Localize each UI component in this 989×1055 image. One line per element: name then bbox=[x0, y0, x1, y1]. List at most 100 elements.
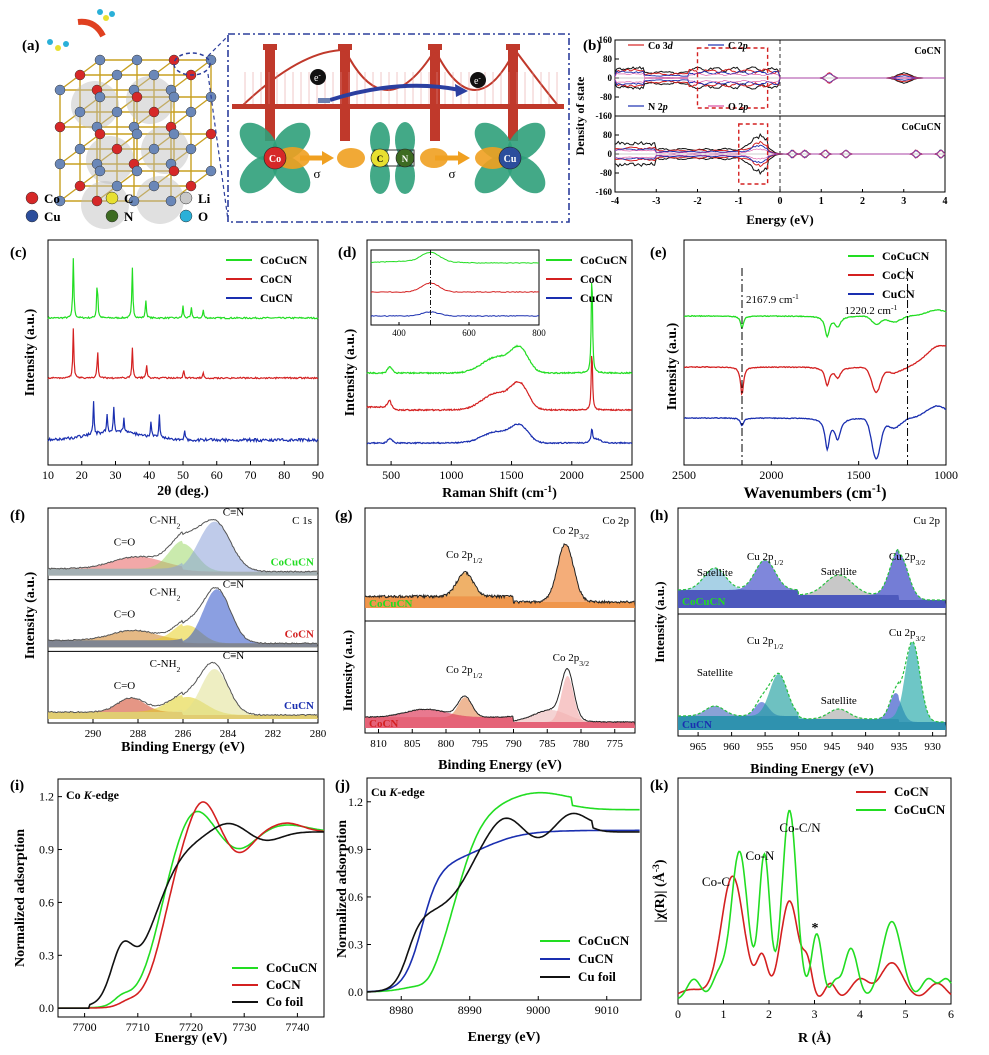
y-tick-label: 80 bbox=[603, 54, 613, 64]
x-tick-label: 1500 bbox=[847, 468, 871, 482]
y-axis-label: Normalized adsorption bbox=[335, 820, 350, 958]
bridge-tower bbox=[340, 46, 350, 141]
co-atom bbox=[131, 91, 143, 103]
x-tick-label: 7720 bbox=[179, 1020, 203, 1034]
bridge-cable bbox=[239, 47, 561, 109]
x-tick-label: 8980 bbox=[389, 1003, 413, 1017]
x-tick-label: -3 bbox=[652, 196, 660, 207]
inset-tick-label: 800 bbox=[532, 328, 546, 338]
cu-atom bbox=[94, 54, 106, 66]
fit-component bbox=[365, 676, 635, 728]
panel-label: (e) bbox=[650, 245, 667, 261]
cu-atom bbox=[54, 158, 66, 170]
molecule-atom bbox=[97, 9, 103, 15]
legend-label: CuCN bbox=[882, 287, 915, 301]
xanes-series bbox=[58, 822, 324, 1009]
highlight-box bbox=[738, 123, 769, 185]
cu-atom bbox=[111, 69, 123, 81]
x-tick-label: 945 bbox=[824, 741, 841, 753]
bridge-tower bbox=[508, 46, 518, 141]
bridge-tower-cap bbox=[263, 44, 277, 50]
bridge-tower-cap bbox=[506, 44, 520, 50]
x-tick-label: 70 bbox=[245, 468, 257, 482]
y-tick-label: -80 bbox=[600, 92, 612, 102]
x-axis-label: Energy (eV) bbox=[155, 1031, 228, 1046]
y-tick-label: 0.3 bbox=[39, 948, 54, 962]
electron-arrow bbox=[329, 83, 461, 102]
electron-icon bbox=[310, 69, 326, 85]
x-tick-label: 60 bbox=[211, 468, 223, 482]
bridge-tower bbox=[265, 46, 275, 141]
xanes-series bbox=[366, 829, 640, 993]
envelope-line bbox=[364, 543, 635, 605]
peak-label: Cu 2p1/2 bbox=[747, 635, 784, 651]
peak-annotation: * bbox=[812, 921, 819, 936]
y-tick-label: 0.6 bbox=[348, 890, 363, 904]
fit-component bbox=[48, 669, 318, 719]
x-tick-label: 7700 bbox=[73, 1020, 97, 1034]
panel-e: 2500 2000 1500 1000 2167.9 cm-1 1220.2 cm-1 Co… bbox=[665, 239, 958, 502]
panel-f: 290 288 286 284 282 280 CoCuCN C=O C-NH2 C≡N CoCN C… bbox=[23, 507, 327, 755]
sigma-arrow-head-icon bbox=[458, 151, 470, 165]
x-tick-label: 8990 bbox=[458, 1003, 482, 1017]
lobe-shape bbox=[395, 122, 415, 158]
envelope-line bbox=[47, 518, 317, 573]
bridge-tower-cap bbox=[338, 44, 352, 50]
x-axis-label: Energy (eV) bbox=[468, 1030, 541, 1045]
incoming-arrow-icon bbox=[77, 18, 106, 38]
legend-label: Co bbox=[44, 191, 60, 206]
legend-label: Cu bbox=[44, 209, 61, 224]
peak-label: Satellite bbox=[697, 667, 733, 679]
panel-label: (b) bbox=[583, 38, 601, 54]
y-axis-label: Intensity (a.u.) bbox=[23, 571, 38, 659]
sigma-arrow-head-icon bbox=[322, 151, 334, 165]
peak-label: C=O bbox=[114, 680, 136, 692]
legend-label: CoCuCN bbox=[580, 253, 628, 267]
electron-arrow-head-icon bbox=[455, 84, 468, 97]
y-axis-label: Intensity (a.u.) bbox=[665, 322, 680, 410]
plot-frame bbox=[366, 239, 633, 466]
cu-atom bbox=[131, 165, 143, 177]
subplot-title: Co K-edge bbox=[66, 788, 120, 802]
plot-frame bbox=[47, 507, 319, 724]
x-tick-label: 935 bbox=[891, 741, 908, 753]
x-tick-label: 7740 bbox=[285, 1020, 309, 1034]
x-tick-label: 2500 bbox=[672, 468, 696, 482]
envelope-line bbox=[678, 548, 946, 601]
x-tick-label: 4 bbox=[857, 1007, 863, 1021]
panel-label: (j) bbox=[335, 778, 350, 794]
peak-label: C-NH2 bbox=[150, 515, 181, 531]
x-tick-label: 290 bbox=[85, 728, 102, 740]
legend-label: Cu foil bbox=[578, 969, 616, 984]
x-axis-label: Wavenumbers (cm-1) bbox=[743, 483, 886, 502]
peak-label: C=O bbox=[114, 608, 136, 620]
legend-label: CuCN bbox=[580, 291, 613, 305]
annotation-label: 2167.9 cm-1 bbox=[746, 292, 799, 307]
exafs-series bbox=[677, 809, 952, 1000]
subplot-title: Cu 2p bbox=[913, 515, 940, 527]
lobe-shape bbox=[370, 122, 390, 158]
sigma-label: σ bbox=[448, 166, 455, 181]
co-atom bbox=[185, 180, 197, 192]
legend-marker bbox=[105, 209, 119, 223]
subplot-title: Co 2p bbox=[602, 515, 629, 527]
sigma-label: σ bbox=[313, 166, 320, 181]
legend-label: CoCuCN bbox=[266, 960, 318, 975]
panel-label: (h) bbox=[650, 508, 668, 524]
panel-d: 500 1000 1500 2000 2500 400 600 800 CoCuCN CoCN Cu… bbox=[343, 239, 644, 501]
panel-i: 7700 7710 7720 7730 7740 0.0 0.3 0.6 0.9 1.2 Co K-… bbox=[13, 778, 325, 1046]
y-tick-label: 80 bbox=[603, 130, 613, 140]
legend-label: Co 3d bbox=[648, 41, 674, 52]
legend-label: CoCN bbox=[260, 272, 292, 286]
x-tick-label: 500 bbox=[382, 468, 400, 482]
peak-label: Cu 2p3/2 bbox=[889, 551, 926, 567]
y-tick-label: 0 bbox=[608, 73, 613, 83]
ftir-series bbox=[683, 405, 946, 460]
lobe-shape bbox=[420, 148, 448, 168]
co-atom bbox=[168, 165, 180, 177]
cu-atom bbox=[74, 143, 86, 155]
co-atom bbox=[148, 106, 160, 118]
x-tick-label: 3 bbox=[812, 1007, 818, 1021]
envelope-line bbox=[47, 661, 318, 717]
x-tick-label: 1000 bbox=[934, 468, 958, 482]
